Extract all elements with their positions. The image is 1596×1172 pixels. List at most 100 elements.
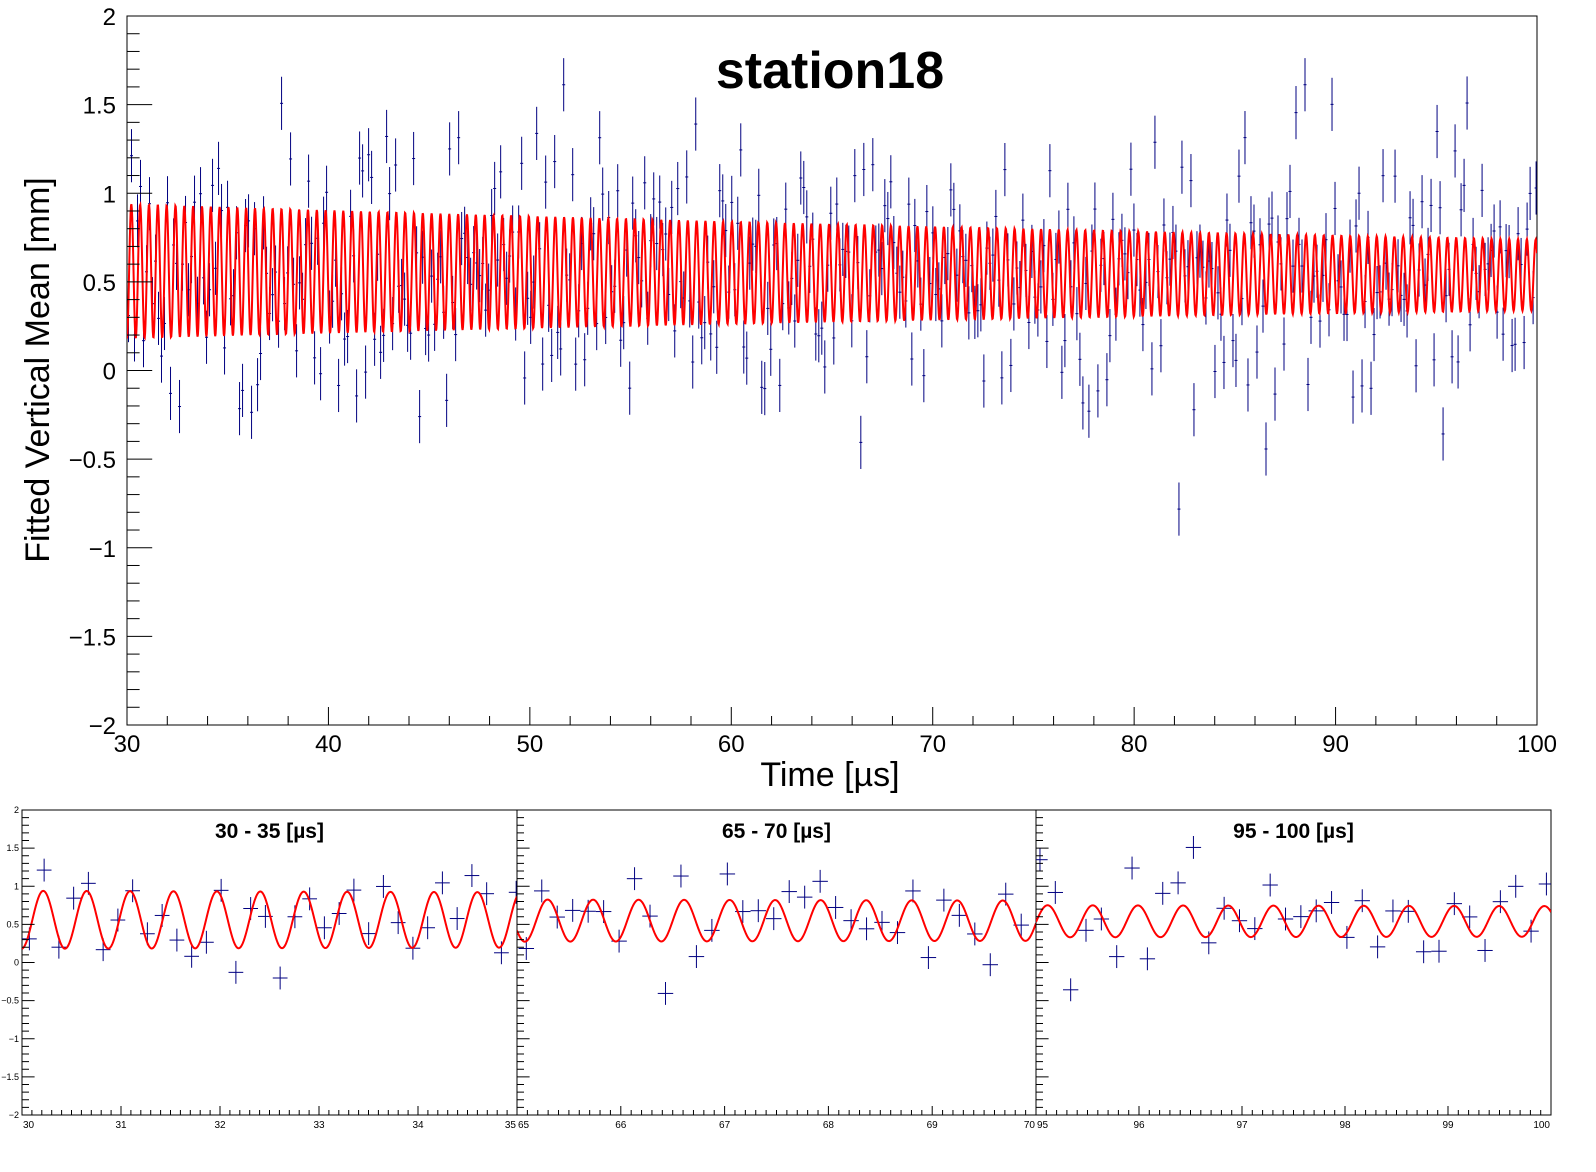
data-point xyxy=(805,190,809,244)
data-point xyxy=(1453,124,1457,178)
data-point xyxy=(976,284,980,338)
data-point xyxy=(1062,978,1079,1002)
data-point xyxy=(1185,835,1202,859)
data-point xyxy=(1429,178,1433,233)
data-point xyxy=(412,131,416,186)
data-point xyxy=(676,161,680,216)
x-tick-label: 80 xyxy=(1121,731,1148,758)
data-point xyxy=(685,150,689,204)
data-point xyxy=(484,283,488,337)
data-point xyxy=(655,216,659,271)
data-point xyxy=(664,207,668,261)
data-point xyxy=(715,320,719,374)
data-point xyxy=(802,160,806,215)
data-point xyxy=(967,286,971,340)
data-point xyxy=(1420,175,1424,229)
data-point xyxy=(370,150,374,205)
data-point xyxy=(1249,196,1253,250)
data-point xyxy=(1415,940,1432,964)
y-tick-label: 2 xyxy=(103,4,116,31)
data-point xyxy=(379,325,383,379)
data-point xyxy=(730,175,734,230)
data-point xyxy=(1291,239,1295,293)
chart-title: station18 xyxy=(716,42,944,100)
data-point xyxy=(946,227,950,281)
data-point xyxy=(445,373,449,427)
data-point xyxy=(694,97,698,151)
data-point xyxy=(964,233,968,287)
data-point xyxy=(169,366,173,420)
data-point xyxy=(940,294,944,348)
data-point xyxy=(1153,115,1157,169)
x-tick-label: 100 xyxy=(1517,731,1557,758)
data-point xyxy=(130,129,134,183)
data-point xyxy=(1375,265,1379,320)
data-point xyxy=(934,267,938,322)
panel-series xyxy=(1036,835,1551,1002)
data-point xyxy=(991,228,995,282)
fit-curve xyxy=(1036,904,1551,939)
data-point xyxy=(637,230,641,285)
data-point xyxy=(982,354,986,408)
panel-x-tick-label: 34 xyxy=(412,1120,424,1131)
data-point xyxy=(812,869,828,893)
data-point xyxy=(280,76,284,130)
data-point xyxy=(1139,947,1156,971)
data-point xyxy=(982,953,999,977)
data-point xyxy=(1129,142,1133,196)
data-point xyxy=(598,111,602,165)
data-point xyxy=(1510,318,1514,373)
panel-y-tick-label: 2 xyxy=(14,805,19,815)
data-point xyxy=(719,862,736,886)
data-point xyxy=(1402,272,1406,326)
panel-title: 30 - 35 [µs] xyxy=(215,820,324,843)
data-point xyxy=(157,291,161,345)
data-point xyxy=(169,928,185,952)
data-point xyxy=(739,123,743,177)
data-point xyxy=(745,331,749,385)
data-point xyxy=(1408,191,1412,245)
data-point xyxy=(1105,353,1109,407)
data-point xyxy=(1516,207,1520,261)
panel-x-tick-label: 32 xyxy=(214,1120,226,1131)
data-point xyxy=(1462,158,1466,212)
data-point xyxy=(394,138,398,192)
data-point xyxy=(361,922,377,946)
y-tick-label: 1.5 xyxy=(83,93,116,120)
data-point xyxy=(670,180,674,235)
data-point xyxy=(616,164,620,218)
data-point xyxy=(920,946,937,969)
data-point xyxy=(763,361,767,416)
data-point xyxy=(835,177,839,231)
data-point xyxy=(583,333,587,387)
data-point xyxy=(66,886,82,910)
data-point xyxy=(1357,166,1361,220)
data-point xyxy=(1477,939,1493,962)
data-point xyxy=(313,331,317,385)
data-point xyxy=(1132,203,1136,257)
data-point xyxy=(499,145,503,199)
panel-series xyxy=(517,862,1036,1005)
data-point xyxy=(1087,384,1091,438)
data-point xyxy=(1047,881,1063,904)
data-point xyxy=(1438,181,1442,235)
data-point xyxy=(520,136,524,190)
data-point xyxy=(1237,149,1241,203)
data-point xyxy=(841,222,845,276)
x-tick-label: 90 xyxy=(1322,731,1349,758)
data-point xyxy=(1462,905,1478,929)
y-tick-label: −1.5 xyxy=(69,624,116,651)
data-point xyxy=(823,340,827,394)
data-point xyxy=(559,322,563,376)
data-point xyxy=(343,312,347,366)
data-point xyxy=(479,882,495,906)
data-point xyxy=(1180,140,1184,194)
data-point xyxy=(1159,319,1163,373)
data-point xyxy=(1432,333,1436,387)
data-point xyxy=(750,899,767,923)
fit-curve xyxy=(127,200,1537,341)
panel-y-tick-label: −1 xyxy=(9,1034,19,1044)
data-point xyxy=(712,260,716,314)
data-point xyxy=(657,981,674,1005)
data-point xyxy=(688,945,705,969)
